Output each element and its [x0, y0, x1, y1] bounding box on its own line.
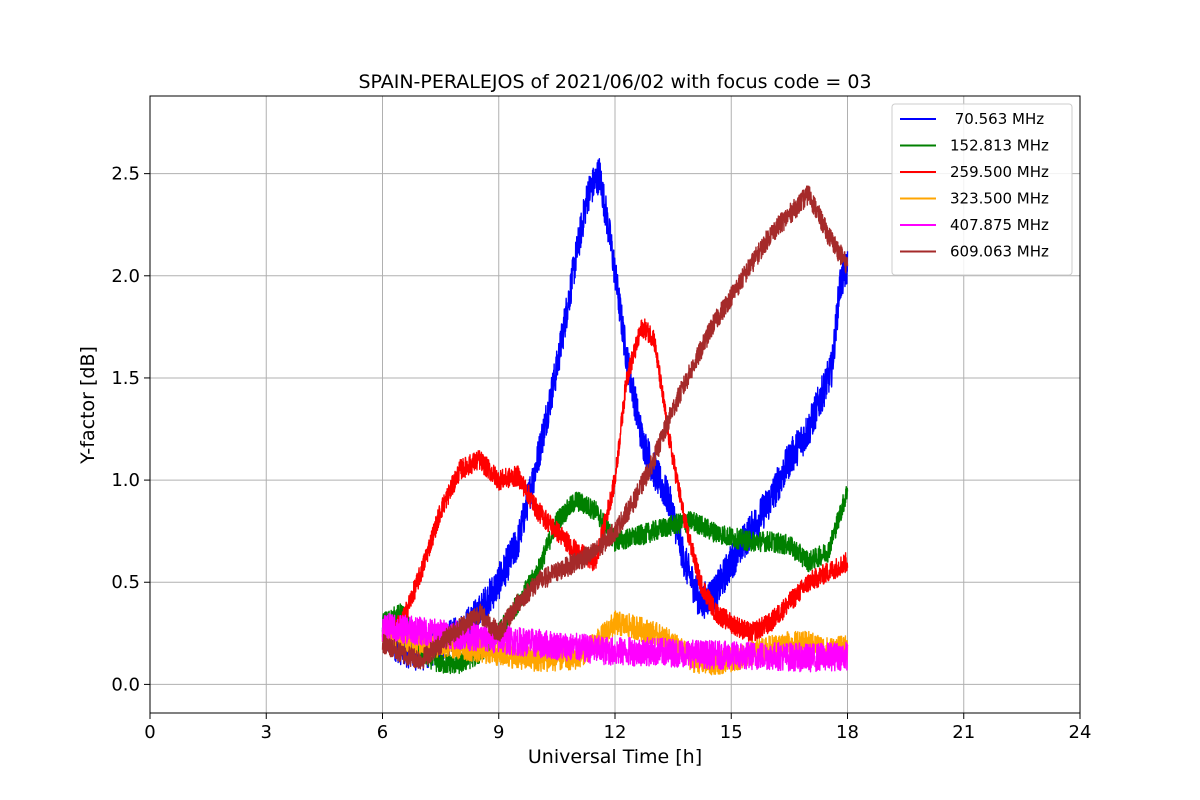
x-axis-title: Universal Time [h]: [528, 746, 702, 768]
x-tick-label: 12: [604, 722, 627, 743]
legend-label: 259.500 MHz: [950, 163, 1049, 181]
legend: 70.563 MHz 152.813 MHz 259.500 MHz 323.500 …: [891, 103, 1073, 276]
series-line: [381, 318, 849, 643]
legend-label: 323.500 MHz: [950, 190, 1049, 208]
x-tick-label: 18: [836, 722, 859, 743]
series-layer: [381, 157, 849, 676]
y-tick-label: 0.0: [111, 674, 140, 695]
y-tick-label: 2.0: [111, 266, 140, 287]
x-tick-label: 15: [720, 722, 743, 743]
x-tick-label: 9: [493, 722, 504, 743]
chart-title: SPAIN-PERALEJOS of 2021/06/02 with focus…: [358, 71, 871, 93]
legend-label: 609.063 MHz: [950, 243, 1049, 261]
y-axis-title: Y-factor [dB]: [77, 346, 99, 465]
y-tick-label: 1.0: [111, 470, 140, 491]
series-line: [381, 185, 849, 670]
y-tick-label: 0.5: [111, 572, 140, 593]
x-tick-label: 0: [144, 722, 155, 743]
legend-label: 70.563 MHz: [950, 110, 1044, 128]
y-tick-label: 2.5: [111, 164, 140, 185]
x-tick-label: 6: [377, 722, 388, 743]
legend-box: [891, 103, 1073, 276]
y-tick-label: 1.5: [111, 368, 140, 389]
x-tick-label: 21: [952, 722, 975, 743]
legend-label: 152.813 MHz: [950, 137, 1049, 155]
ticks: 0 3 6 9 12 15 18 21 24 0.0 0.5 1.0 1.5 2.0 2.5: [111, 164, 1091, 743]
x-tick-label: 3: [261, 722, 272, 743]
x-tick-label: 24: [1069, 722, 1092, 743]
legend-label: 407.875 MHz: [950, 216, 1049, 234]
